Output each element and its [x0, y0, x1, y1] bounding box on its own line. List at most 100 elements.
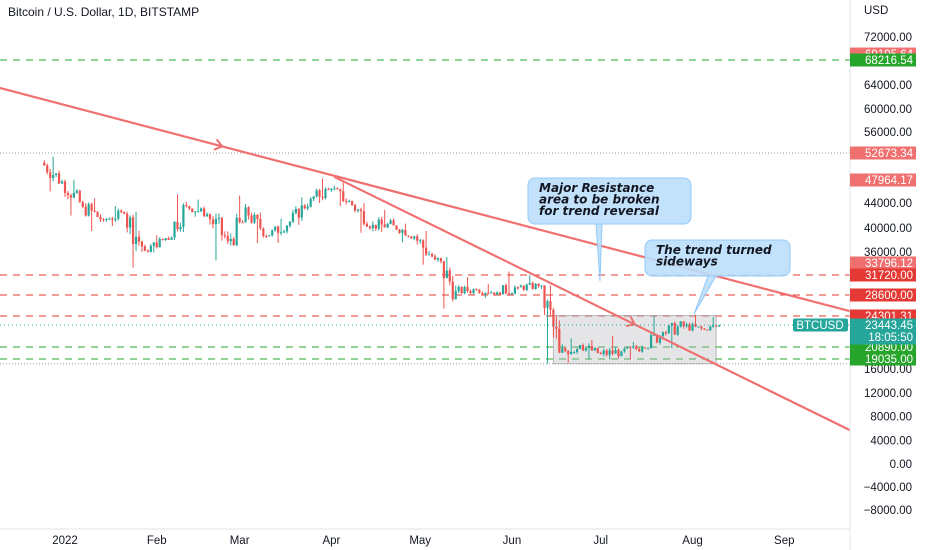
candle-body — [593, 348, 596, 351]
candle-body — [351, 201, 354, 205]
time-tick-label: Apr — [322, 535, 340, 547]
trendline[interactable] — [333, 175, 853, 433]
candle-body — [484, 292, 487, 295]
candle-body — [448, 270, 451, 282]
candle-body — [694, 324, 697, 327]
price-level-badge-text: 33796.12 — [865, 258, 913, 270]
candle-body — [395, 225, 398, 230]
candle-body — [682, 321, 685, 327]
candle-body — [179, 226, 182, 230]
current-price-badge — [850, 318, 916, 345]
candle-body — [173, 221, 176, 238]
candle-body — [152, 242, 155, 246]
candle-body — [368, 226, 371, 229]
candle-body — [688, 324, 691, 331]
candle-body — [182, 205, 185, 227]
candle-body — [149, 245, 152, 253]
candle-body — [427, 254, 431, 256]
candle-body — [324, 188, 327, 198]
candle-body — [410, 236, 413, 239]
price-level-badge-text: 47964.17 — [865, 175, 913, 187]
candle-body — [241, 222, 244, 224]
candle-body — [525, 284, 528, 290]
candle-body — [575, 348, 579, 352]
candle-body — [81, 202, 84, 207]
candle-body — [312, 196, 315, 199]
candle-body — [578, 345, 582, 349]
candle-body — [78, 190, 81, 203]
candle-body — [685, 324, 688, 327]
candle-body — [552, 309, 555, 327]
candle-body — [667, 325, 670, 334]
candle-body — [581, 345, 585, 351]
candle-body — [507, 293, 511, 295]
candle-body — [626, 346, 629, 349]
candle-body — [647, 348, 650, 350]
candle-body — [383, 224, 386, 228]
candle-body — [703, 328, 706, 330]
time-axis[interactable]: 2022 Feb Mar Apr May Jun Jul Aug Sep — [0, 528, 850, 547]
candle-body — [161, 238, 164, 241]
candle-body — [605, 350, 608, 355]
trendline-arrow — [625, 316, 637, 328]
candle-body — [570, 352, 573, 355]
candle-body — [457, 286, 460, 292]
candle-body — [590, 346, 593, 351]
candle-body — [564, 348, 567, 352]
candle-body — [558, 328, 561, 353]
candle-body — [676, 326, 679, 335]
callout-box — [644, 239, 791, 277]
candle-body — [46, 165, 49, 173]
price-level-badge — [850, 352, 916, 366]
candle-body — [105, 219, 108, 221]
candle-body — [72, 192, 75, 198]
candle-body — [540, 285, 543, 287]
price-level-badge — [850, 53, 916, 67]
candle-body — [123, 212, 126, 214]
candle-body — [454, 291, 457, 300]
price-tick-label: 8000.00 — [870, 412, 912, 424]
candle-body — [333, 188, 336, 190]
candle-body — [555, 326, 558, 329]
time-tick-label: Mar — [230, 535, 250, 547]
time-tick-label: Feb — [147, 535, 167, 547]
candle-body — [481, 293, 484, 295]
candle-body — [534, 283, 537, 289]
candle-body — [279, 232, 283, 234]
candle-body — [537, 283, 540, 287]
candle-body — [401, 229, 404, 233]
candle-body — [111, 218, 114, 220]
candle-body — [155, 242, 158, 248]
candle-body — [158, 238, 161, 248]
candle-body — [531, 282, 534, 289]
candle-body — [244, 207, 247, 223]
symbol-badge[interactable] — [793, 318, 848, 332]
callout-text-line: sideways — [656, 255, 718, 269]
time-tick-label: Sep — [774, 535, 794, 547]
callout-text-line: for trend reversal — [539, 204, 660, 218]
candle-body — [528, 282, 531, 285]
time-tick-label: Jul — [593, 535, 608, 547]
price-level-badge-text: 52673.34 — [865, 148, 914, 160]
candle-body — [433, 256, 437, 260]
candle-body — [235, 217, 238, 246]
candle-body — [430, 254, 434, 257]
candle-body — [614, 350, 617, 354]
candle-body — [247, 207, 250, 216]
candle-body — [285, 225, 289, 232]
candle-body — [422, 240, 425, 248]
candle-body — [208, 214, 212, 220]
candle-body — [499, 292, 502, 295]
candle-body — [315, 190, 318, 197]
price-level-badge — [850, 268, 916, 282]
callout-text-line: Major Resistance — [539, 181, 654, 195]
candle-body — [649, 334, 653, 349]
candle-body — [303, 205, 306, 209]
price-tick-label: 36000.00 — [864, 247, 912, 259]
candle-body — [386, 223, 389, 228]
price-tick-label: 56000.00 — [864, 127, 912, 139]
candle-body — [596, 348, 599, 353]
symbol-title: Bitcoin / U.S. Dollar, 1D, BITSTAMP — [8, 5, 199, 19]
